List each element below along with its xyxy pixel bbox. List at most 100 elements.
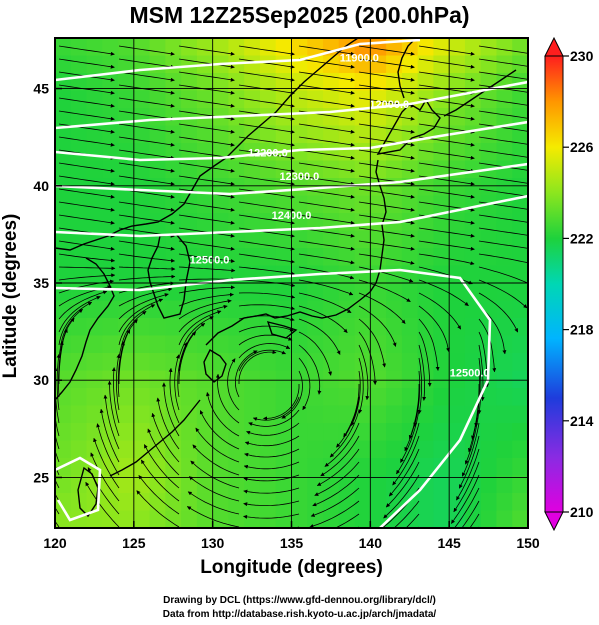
streamline: [358, 110, 415, 121]
field-cell: [275, 248, 293, 267]
field-cell: [86, 318, 103, 337]
field-cell: [291, 300, 308, 319]
field-cell: [70, 405, 88, 424]
streamline: [147, 428, 180, 476]
streamline: [298, 331, 333, 376]
streamline: [238, 188, 295, 199]
streamline: [298, 175, 355, 186]
field-cell: [338, 125, 356, 144]
field-cell: [370, 108, 387, 127]
field-cell: [55, 300, 72, 319]
field-cell: [70, 265, 88, 284]
field-cell: [512, 283, 528, 302]
field-cell: [496, 143, 513, 162]
streamline: [238, 350, 277, 384]
field-cell: [244, 125, 261, 144]
field-cell: [228, 248, 245, 267]
field-cell: [464, 370, 482, 389]
field-cell: [291, 370, 308, 389]
streamline: [298, 58, 355, 69]
streamline: [58, 295, 101, 333]
field-cell: [102, 73, 119, 92]
streamline: [458, 435, 480, 489]
coastline-ryukyu: [109, 399, 201, 477]
field-cell: [480, 405, 498, 424]
field-cell: [354, 440, 371, 459]
streamline: [238, 123, 295, 134]
field-cell: [212, 370, 230, 389]
field-cell: [70, 388, 88, 407]
field-cell: [133, 73, 151, 92]
field-cell: [307, 213, 324, 232]
field-cell: [275, 388, 293, 407]
field-cell: [370, 405, 387, 424]
field-cell: [212, 248, 230, 267]
field-cell: [496, 90, 513, 109]
streamline: [238, 136, 295, 147]
field-cell: [496, 388, 513, 407]
field-cell: [291, 458, 308, 477]
field-cell: [496, 300, 513, 319]
field-cell: [259, 230, 277, 249]
field-cell: [291, 143, 308, 162]
streamline: [58, 290, 108, 320]
streamline: [118, 123, 175, 134]
streamline: [298, 162, 355, 173]
field-cell: [512, 405, 528, 424]
field-cell: [55, 125, 72, 144]
streamline: [396, 422, 420, 475]
streamline: [478, 149, 528, 158]
field-cell: [433, 230, 450, 249]
streamline: [478, 266, 528, 286]
streamline: [418, 71, 475, 82]
streamline: [58, 97, 115, 108]
field-cell: [165, 423, 182, 442]
field-cell: [496, 475, 513, 494]
streamline: [238, 253, 295, 264]
field-cell: [165, 38, 182, 57]
field-cell: [228, 493, 245, 512]
field-cell: [212, 90, 230, 109]
field-cell: [480, 475, 498, 494]
x-tick-label: 150: [516, 535, 540, 551]
streamline: [358, 71, 415, 82]
streamline: [358, 357, 364, 414]
height-contour: [55, 194, 528, 238]
y-tick-label: 25: [33, 469, 49, 485]
field-cell: [70, 335, 88, 354]
field-cell: [307, 38, 324, 57]
field-cell: [307, 143, 324, 162]
field-cell: [307, 440, 324, 459]
streamline: [55, 433, 60, 450]
streamline: [478, 123, 528, 132]
x-tick-label: 130: [201, 535, 225, 551]
streamline: [151, 412, 180, 463]
field-cell: [323, 335, 340, 354]
streamline: [58, 175, 115, 186]
field-cell: [196, 458, 214, 477]
streamline: [58, 201, 115, 212]
field-cell: [244, 370, 261, 389]
colorbar-tick-label: 214: [570, 413, 594, 429]
field-cell: [165, 493, 182, 512]
y-tick-label: 30: [33, 372, 49, 388]
field-cell: [181, 423, 198, 442]
streamline: [298, 279, 354, 296]
streamline: [298, 188, 355, 199]
field-cell: [196, 318, 214, 337]
field-cell: [386, 335, 403, 354]
field-cell: [417, 300, 434, 319]
field-cell: [386, 300, 403, 319]
field-cell: [496, 493, 513, 512]
field-cell: [401, 248, 419, 267]
streamline: [298, 149, 355, 160]
field-cell: [181, 475, 198, 494]
streamline: [461, 422, 480, 477]
field-cell: [291, 248, 308, 267]
streamline: [234, 350, 258, 398]
streamline: [118, 240, 175, 251]
field-cell: [118, 248, 135, 267]
field-cell: [165, 510, 182, 528]
field-cell: [196, 353, 214, 372]
streamline: [461, 500, 480, 528]
